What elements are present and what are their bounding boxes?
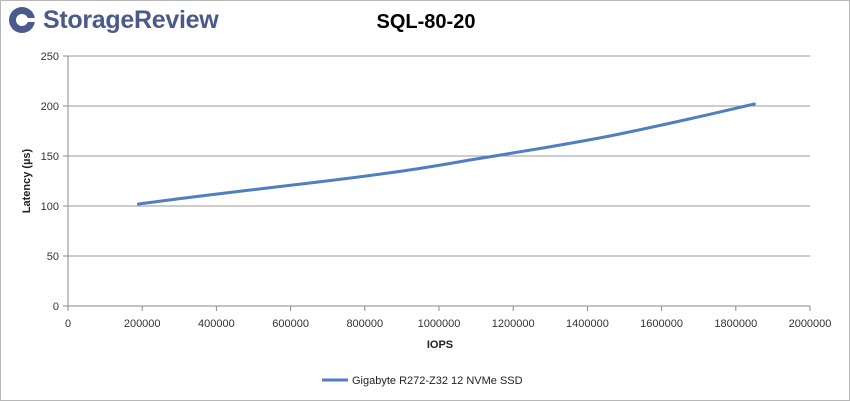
series-line [137, 102, 756, 206]
y-tick-label: 150 [41, 151, 59, 163]
x-tick-label: 2000000 [789, 318, 832, 330]
chart-title: SQL-80-20 [376, 11, 476, 33]
legend: Gigabyte R272-Z32 12 NVMe SSD [322, 375, 523, 387]
y-tick-label: 50 [47, 251, 59, 263]
x-tick-label: 800000 [346, 318, 383, 330]
brand-name: StorageReview [43, 5, 219, 34]
gridlines [68, 55, 810, 257]
storagereview-logo-icon [9, 7, 35, 33]
x-tick-label: 600000 [272, 318, 309, 330]
x-axis-title: IOPS [427, 339, 453, 351]
legend-label: Gigabyte R272-Z32 12 NVMe SSD [352, 375, 523, 387]
x-tick-label: 0 [65, 318, 71, 330]
y-tick-label: 200 [41, 101, 59, 113]
x-tick-label: 400000 [198, 318, 235, 330]
x-tick-label: 1000000 [418, 318, 461, 330]
y-tick-label: 100 [41, 201, 59, 213]
brand-logo: StorageReview [7, 5, 219, 35]
x-tick-label: 1800000 [714, 318, 757, 330]
x-tick-label: 1400000 [566, 318, 609, 330]
x-tick-label: 200000 [124, 318, 161, 330]
series-lines [137, 102, 756, 206]
tick-labels: 0 50 100 150 200 250 0 200000 400000 600000 800000… [41, 51, 832, 330]
y-axis-title: Latency (µs) [21, 148, 33, 213]
axes [63, 55, 811, 311]
x-tick-label: 1200000 [492, 318, 535, 330]
y-tick-label: 0 [53, 301, 59, 313]
x-tick-label: 1600000 [640, 318, 683, 330]
y-tick-label: 250 [41, 51, 59, 63]
